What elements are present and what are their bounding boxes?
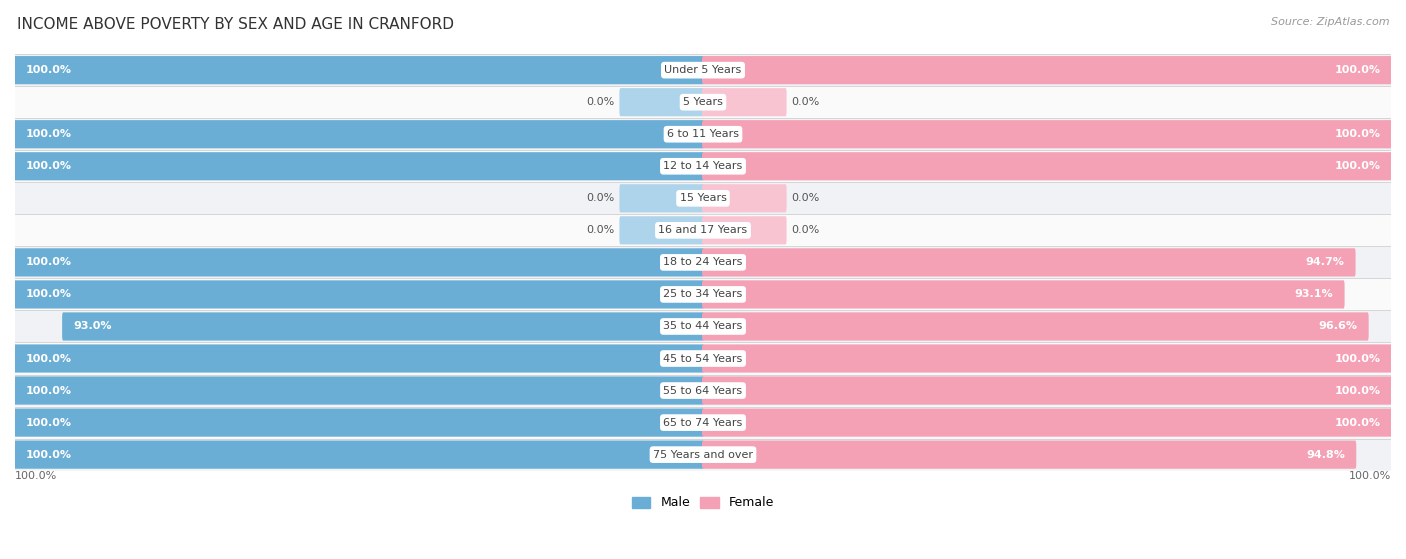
FancyBboxPatch shape <box>702 440 1357 469</box>
FancyBboxPatch shape <box>15 278 1391 310</box>
Text: INCOME ABOVE POVERTY BY SEX AND AGE IN CRANFORD: INCOME ABOVE POVERTY BY SEX AND AGE IN C… <box>17 17 454 32</box>
Text: 100.0%: 100.0% <box>1334 418 1381 428</box>
FancyBboxPatch shape <box>702 120 1392 148</box>
FancyBboxPatch shape <box>702 280 1344 309</box>
FancyBboxPatch shape <box>702 376 1392 405</box>
FancyBboxPatch shape <box>14 344 704 373</box>
FancyBboxPatch shape <box>15 247 1391 278</box>
FancyBboxPatch shape <box>702 248 1355 277</box>
Text: 55 to 64 Years: 55 to 64 Years <box>664 386 742 396</box>
FancyBboxPatch shape <box>14 440 704 469</box>
FancyBboxPatch shape <box>620 88 704 116</box>
FancyBboxPatch shape <box>620 184 704 212</box>
Text: 100.0%: 100.0% <box>1334 161 1381 171</box>
FancyBboxPatch shape <box>702 56 1392 84</box>
Text: 100.0%: 100.0% <box>15 471 58 481</box>
FancyBboxPatch shape <box>14 120 704 148</box>
Text: 5 Years: 5 Years <box>683 97 723 107</box>
FancyBboxPatch shape <box>62 312 704 340</box>
Text: 0.0%: 0.0% <box>586 193 614 203</box>
Text: 100.0%: 100.0% <box>25 290 72 300</box>
Text: 96.6%: 96.6% <box>1319 321 1357 331</box>
Text: 6 to 11 Years: 6 to 11 Years <box>666 129 740 139</box>
Text: 100.0%: 100.0% <box>1334 386 1381 396</box>
FancyBboxPatch shape <box>15 182 1391 214</box>
Text: 0.0%: 0.0% <box>792 97 820 107</box>
Text: 100.0%: 100.0% <box>25 449 72 459</box>
Text: 100.0%: 100.0% <box>1348 471 1391 481</box>
FancyBboxPatch shape <box>15 406 1391 439</box>
Text: 35 to 44 Years: 35 to 44 Years <box>664 321 742 331</box>
FancyBboxPatch shape <box>15 118 1391 150</box>
Text: 0.0%: 0.0% <box>792 193 820 203</box>
Text: 12 to 14 Years: 12 to 14 Years <box>664 161 742 171</box>
FancyBboxPatch shape <box>702 216 786 244</box>
Text: 100.0%: 100.0% <box>25 386 72 396</box>
FancyBboxPatch shape <box>702 152 1392 181</box>
FancyBboxPatch shape <box>14 248 704 277</box>
Text: 100.0%: 100.0% <box>25 353 72 363</box>
FancyBboxPatch shape <box>15 150 1391 182</box>
Text: 75 Years and over: 75 Years and over <box>652 449 754 459</box>
FancyBboxPatch shape <box>702 88 786 116</box>
Text: 65 to 74 Years: 65 to 74 Years <box>664 418 742 428</box>
Text: 100.0%: 100.0% <box>25 65 72 75</box>
FancyBboxPatch shape <box>702 344 1392 373</box>
FancyBboxPatch shape <box>702 312 1368 340</box>
Text: 0.0%: 0.0% <box>792 225 820 235</box>
Text: Source: ZipAtlas.com: Source: ZipAtlas.com <box>1271 17 1389 27</box>
FancyBboxPatch shape <box>15 214 1391 247</box>
Legend: Male, Female: Male, Female <box>627 491 779 514</box>
Text: 100.0%: 100.0% <box>1334 65 1381 75</box>
Text: 100.0%: 100.0% <box>25 418 72 428</box>
Text: 94.7%: 94.7% <box>1305 257 1344 267</box>
Text: 18 to 24 Years: 18 to 24 Years <box>664 257 742 267</box>
Text: 94.8%: 94.8% <box>1306 449 1346 459</box>
Text: 100.0%: 100.0% <box>25 161 72 171</box>
FancyBboxPatch shape <box>702 184 786 212</box>
FancyBboxPatch shape <box>15 375 1391 406</box>
FancyBboxPatch shape <box>15 54 1391 86</box>
FancyBboxPatch shape <box>14 152 704 181</box>
FancyBboxPatch shape <box>14 376 704 405</box>
FancyBboxPatch shape <box>15 439 1391 471</box>
Text: 93.0%: 93.0% <box>73 321 112 331</box>
Text: 93.1%: 93.1% <box>1295 290 1333 300</box>
FancyBboxPatch shape <box>14 56 704 84</box>
Text: 100.0%: 100.0% <box>1334 353 1381 363</box>
Text: 15 Years: 15 Years <box>679 193 727 203</box>
Text: 100.0%: 100.0% <box>25 257 72 267</box>
FancyBboxPatch shape <box>620 216 704 244</box>
Text: 100.0%: 100.0% <box>1334 129 1381 139</box>
Text: 0.0%: 0.0% <box>586 97 614 107</box>
Text: 0.0%: 0.0% <box>586 225 614 235</box>
FancyBboxPatch shape <box>14 280 704 309</box>
Text: Under 5 Years: Under 5 Years <box>665 65 741 75</box>
Text: 45 to 54 Years: 45 to 54 Years <box>664 353 742 363</box>
FancyBboxPatch shape <box>14 409 704 437</box>
FancyBboxPatch shape <box>15 310 1391 343</box>
FancyBboxPatch shape <box>702 409 1392 437</box>
Text: 25 to 34 Years: 25 to 34 Years <box>664 290 742 300</box>
Text: 100.0%: 100.0% <box>25 129 72 139</box>
FancyBboxPatch shape <box>15 86 1391 118</box>
FancyBboxPatch shape <box>15 343 1391 375</box>
Text: 16 and 17 Years: 16 and 17 Years <box>658 225 748 235</box>
